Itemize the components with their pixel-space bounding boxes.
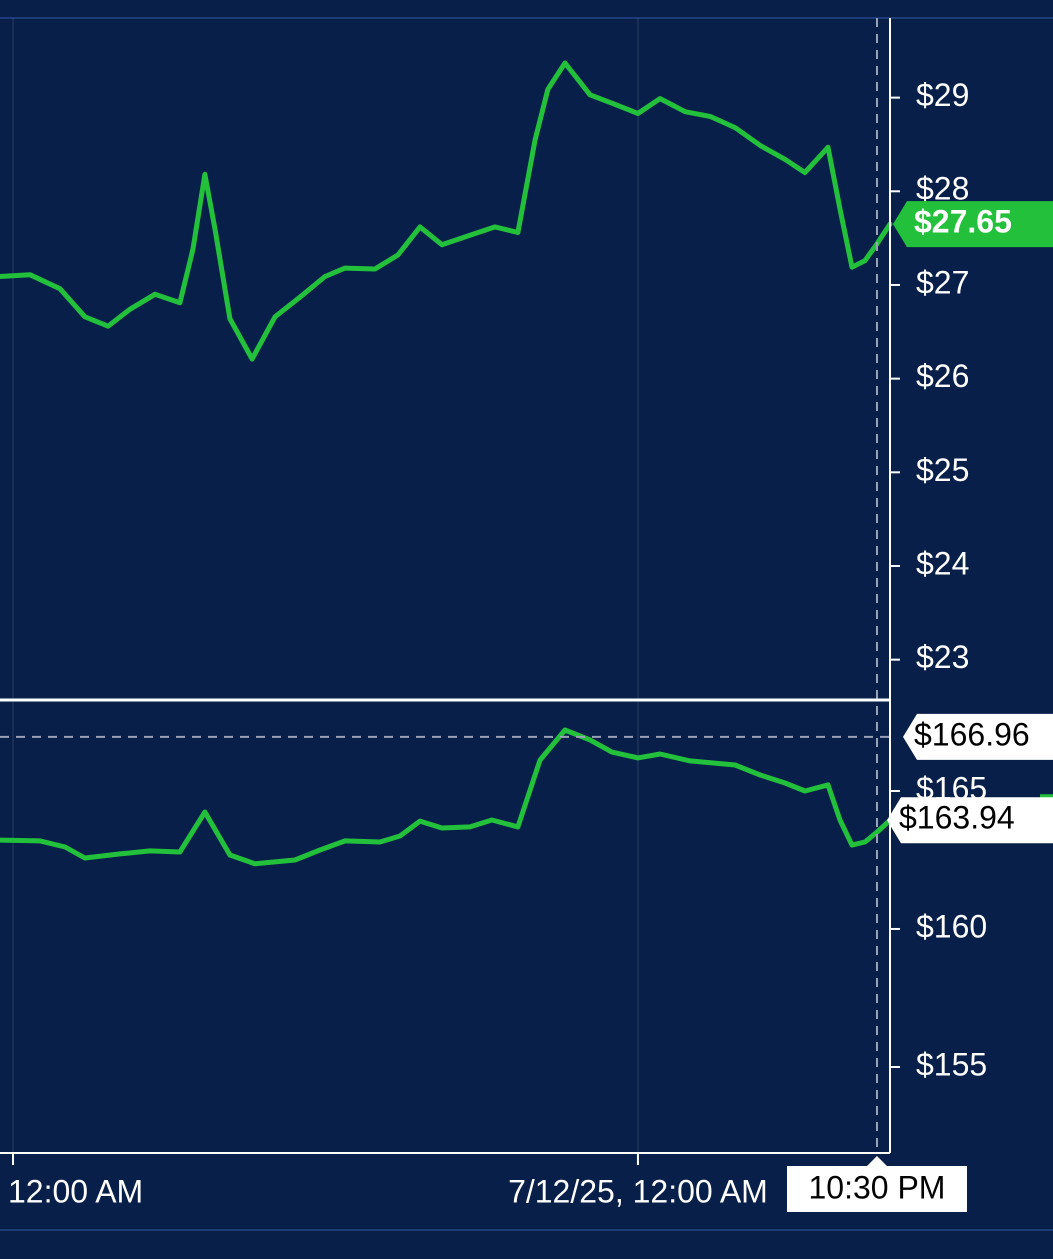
crosshair-time-tag <box>786 1156 967 1212</box>
y-tick-label: $28 <box>916 171 969 207</box>
x-tick-label: 7/12/25, 12:00 AM <box>508 1173 768 1209</box>
y-tick-label: $160 <box>916 908 987 944</box>
price-line <box>0 727 893 867</box>
y-tick-label: $23 <box>916 639 969 675</box>
x-tick-label: 12:00 AM <box>8 1173 143 1209</box>
last-price-tag <box>893 201 1053 248</box>
last-price-label: $163.94 <box>899 800 1015 836</box>
last-price-label: $27.65 <box>914 204 1012 240</box>
price-line <box>0 60 893 362</box>
last-price-tag-under <box>1040 794 1053 799</box>
y-tick-label: $27 <box>916 264 969 300</box>
crosshair-price-label: $166.96 <box>914 716 1030 752</box>
y-tick-label: $24 <box>916 545 969 581</box>
y-tick-label: $26 <box>916 358 969 394</box>
y-tick-label: $155 <box>916 1046 987 1082</box>
crosshair-time-label: 10:30 PM <box>808 1169 945 1205</box>
marks-layer <box>0 18 893 1153</box>
y-tick-label: $25 <box>916 452 969 488</box>
last-price-tag <box>887 797 1053 844</box>
crosshair-price-tag <box>903 713 1053 760</box>
labels-layer: $23$24$25$26$27$28$29$27.65$155$160$1651… <box>8 77 1053 1212</box>
y-tick-label: $29 <box>916 77 969 113</box>
grid-layer <box>12 18 639 1152</box>
